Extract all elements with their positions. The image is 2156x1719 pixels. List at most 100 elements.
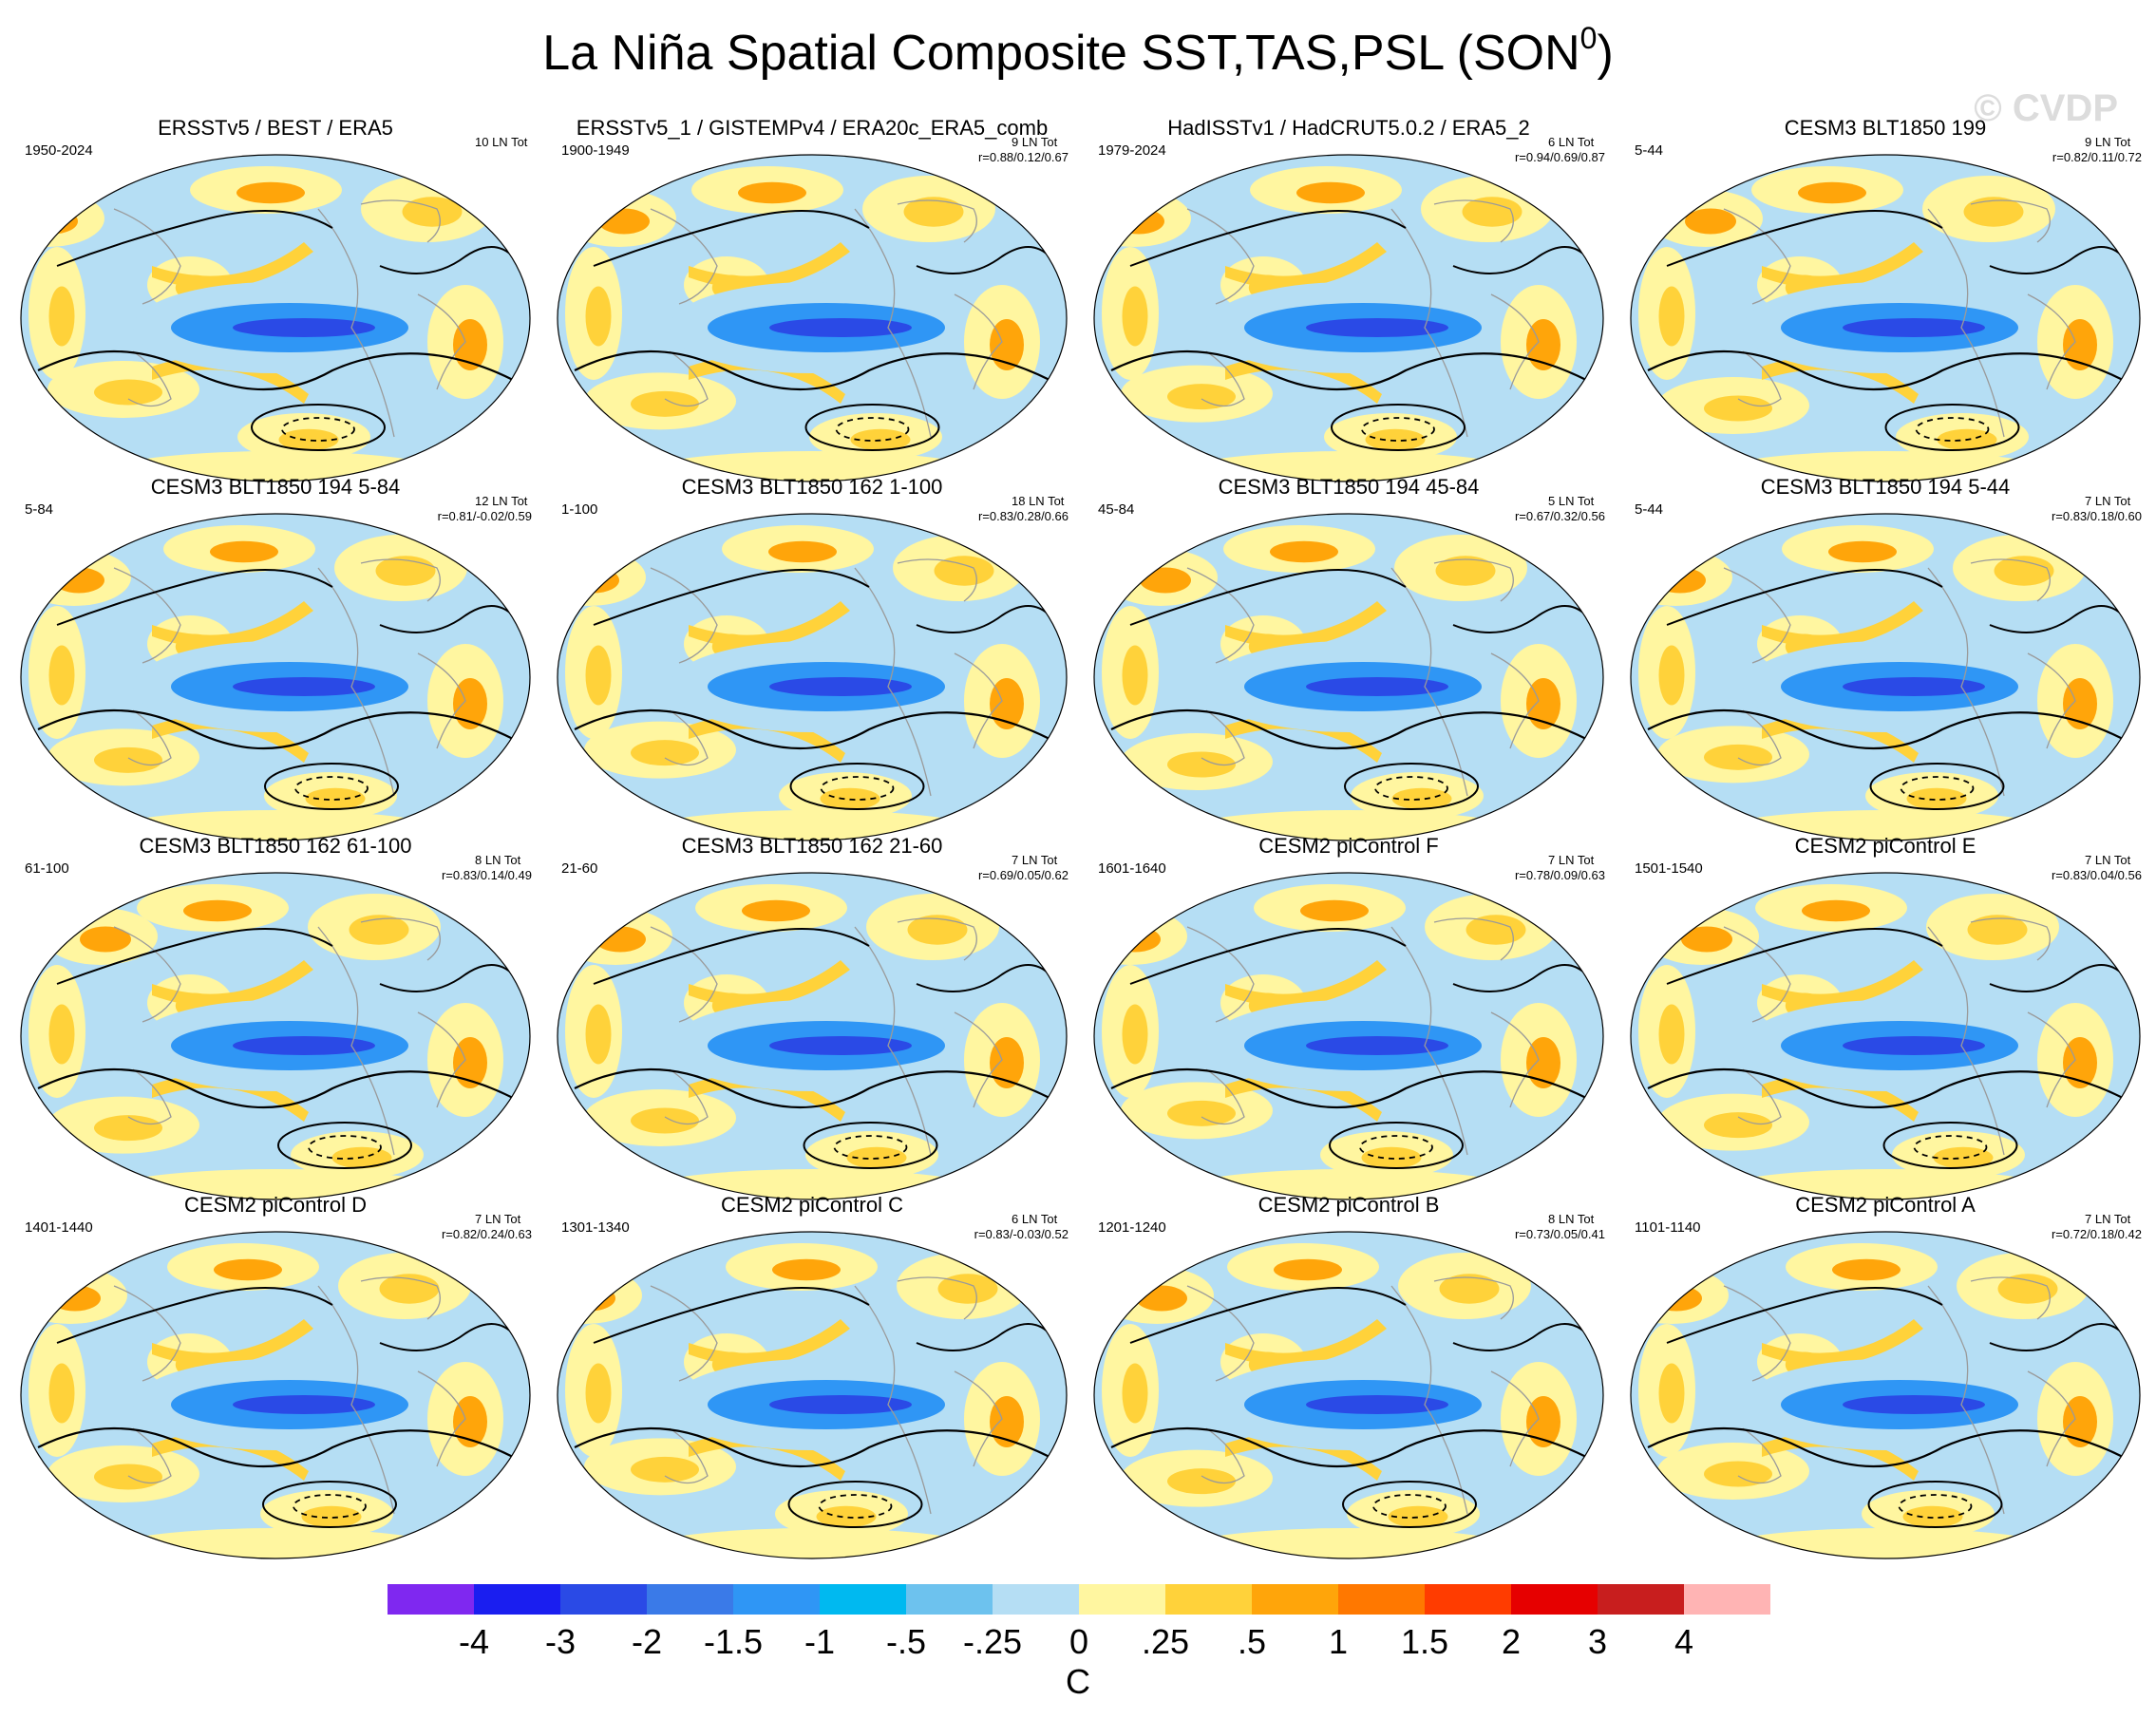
colorbar-swatch (1684, 1584, 1770, 1615)
panel-years: 1501-1540 (1635, 860, 1703, 877)
world-map (1630, 154, 2141, 482)
panel-years: 1-100 (561, 501, 598, 518)
panel-years: 1201-1240 (1098, 1219, 1166, 1236)
panel-event-count: 7 LN Tot (1548, 853, 1595, 867)
map-panel: CESM2 piControl E 1501-1540 7 LN Tot r=0.83… (1619, 834, 2151, 1209)
panel-event-count: 10 LN Tot (475, 135, 528, 149)
map-panel: CESM3 BLT1850 162 1-100 1-100 18 LN Tot r=0… (546, 475, 1078, 850)
panel-pattern-correlation: r=0.88/0.12/0.67 (977, 150, 1069, 164)
map-panel: CESM3 BLT1850 194 45-84 45-84 5 LN Tot r=0.… (1083, 475, 1615, 850)
panel-pattern-correlation: r=0.83/0.18/0.60 (2051, 509, 2142, 523)
colorbar-unit: C (1066, 1662, 1090, 1701)
colorbar-tick-label: -1 (804, 1622, 835, 1661)
world-map (1630, 1231, 2141, 1559)
panel-title: ERSSTv5 / BEST / ERA5 (158, 116, 393, 140)
panel-pattern-correlation: r=0.83/-0.03/0.52 (974, 1227, 1069, 1241)
colorbar-tick-label: 1 (1328, 1622, 1349, 1661)
panel-years: 1900-1949 (561, 142, 630, 159)
colorbar-swatch (1165, 1584, 1253, 1615)
panel-title: CESM3 BLT1850 162 61-100 (139, 834, 412, 858)
panel-years: 1601-1640 (1098, 860, 1166, 877)
map-panel: CESM2 piControl A 1101-1140 7 LN Tot r=0.72… (1619, 1193, 2151, 1568)
panel-years: 1401-1440 (25, 1219, 93, 1236)
world-map (557, 872, 1068, 1200)
colorbar-tick-label: .5 (1237, 1622, 1267, 1661)
panel-years: 21-60 (561, 860, 598, 877)
colorbar-tick-label: -3 (544, 1622, 576, 1661)
map-panel: CESM2 piControl B 1201-1240 8 LN Tot r=0.73… (1083, 1193, 1615, 1568)
panel-event-count: 7 LN Tot (1012, 853, 1058, 867)
panel-title: CESM3 BLT1850 194 5-44 (1760, 475, 2011, 499)
panel-title: CESM2 piControl E (1794, 834, 1976, 858)
panel-years: 45-84 (1098, 501, 1135, 518)
panel-event-count: 6 LN Tot (1012, 1212, 1058, 1226)
panel-event-count: 6 LN Tot (1548, 135, 1595, 149)
map-panel: CESM3 BLT1850 199 5-44 9 LN Tot r=0.82/0.11… (1619, 116, 2151, 491)
panel-event-count: 12 LN Tot (475, 494, 528, 508)
panel-years: 61-100 (25, 860, 69, 877)
world-map (20, 154, 531, 482)
panel-event-count: 8 LN Tot (475, 853, 521, 867)
map-panel: CESM3 BLT1850 194 5-84 5-84 12 LN Tot r=0.8… (9, 475, 541, 850)
colorbar-swatch (1252, 1584, 1339, 1615)
panel-title: CESM2 piControl B (1258, 1193, 1440, 1217)
world-map (557, 513, 1068, 841)
world-map (557, 1231, 1068, 1559)
panel-pattern-correlation: r=0.82/0.11/0.72 (2052, 150, 2142, 164)
colorbar-swatch (388, 1584, 475, 1615)
panel-title: CESM3 BLT1850 199 (1784, 116, 1987, 140)
panel-title: CESM2 piControl D (184, 1193, 367, 1217)
world-map (20, 513, 531, 841)
map-panel: CESM2 piControl F 1601-1640 7 LN Tot r=0.78… (1083, 834, 1615, 1209)
world-map (1630, 513, 2141, 841)
colorbar-swatch (820, 1584, 907, 1615)
panel-title: CESM2 piControl F (1258, 834, 1439, 858)
colorbar-tick-label: -.5 (885, 1622, 926, 1661)
world-map (1630, 872, 2141, 1200)
colorbar-tick-label: 3 (1587, 1622, 1608, 1661)
map-panel: CESM3 BLT1850 194 5-44 5-44 7 LN Tot r=0.83… (1619, 475, 2151, 850)
colorbar-tick-label: 0 (1069, 1622, 1089, 1661)
panel-pattern-correlation: r=0.83/0.04/0.56 (2051, 868, 2142, 882)
panel-event-count: 8 LN Tot (1548, 1212, 1595, 1226)
title-superscript: 0 (1579, 21, 1598, 55)
colorbar-swatch (1598, 1584, 1685, 1615)
panel-title: HadISSTv1 / HadCRUT5.0.2 / ERA5_2 (1167, 116, 1530, 140)
map-panel: ERSSTv5 / BEST / ERA5 1950-2024 10 LN Tot (9, 116, 541, 491)
world-map (20, 872, 531, 1200)
colorbar-tick-label: -.25 (962, 1622, 1023, 1661)
colorbar-swatch (1511, 1584, 1598, 1615)
panel-title: CESM2 piControl A (1795, 1193, 1976, 1217)
panel-title: CESM3 BLT1850 194 45-84 (1218, 475, 1480, 499)
figure-title: La Niña Spatial Composite SST,TAS,PSL (S… (542, 21, 1614, 81)
map-panel: CESM2 piControl C 1301-1340 6 LN Tot r=0.83… (546, 1193, 1078, 1568)
world-map (557, 154, 1068, 482)
panel-event-count: 7 LN Tot (2085, 853, 2131, 867)
colorbar-tick-label: 4 (1674, 1622, 1694, 1661)
world-map (1093, 1231, 1604, 1559)
panel-pattern-correlation: r=0.82/0.24/0.63 (441, 1227, 532, 1241)
panel-event-count: 7 LN Tot (2085, 1212, 2131, 1226)
panel-years: 5-84 (25, 501, 54, 518)
map-panel: CESM2 piControl D 1401-1440 7 LN Tot r=0.82… (9, 1193, 541, 1568)
panel-pattern-correlation: r=0.67/0.32/0.56 (1514, 509, 1605, 523)
panel-pattern-correlation: r=0.78/0.09/0.63 (1514, 868, 1605, 882)
panel-title: ERSSTv5_1 / GISTEMPv4 / ERA20c_ERA5_comb (576, 116, 1049, 140)
panel-pattern-correlation: r=0.73/0.05/0.41 (1514, 1227, 1605, 1241)
map-panel: ERSSTv5_1 / GISTEMPv4 / ERA20c_ERA5_comb… (546, 116, 1078, 491)
map-panel: CESM3 BLT1850 162 21-60 21-60 7 LN Tot r=0.… (546, 834, 1078, 1209)
panel-years: 1950-2024 (25, 142, 93, 159)
colorbar-tick-label: 2 (1501, 1622, 1522, 1661)
colorbar (388, 1584, 1770, 1615)
panel-years: 1301-1340 (561, 1219, 630, 1236)
panel-event-count: 9 LN Tot (2085, 135, 2131, 149)
colorbar-swatch (993, 1584, 1080, 1615)
panel-title: CESM3 BLT1850 162 21-60 (681, 834, 943, 858)
world-map (20, 1231, 531, 1559)
panel-pattern-correlation: r=0.72/0.18/0.42 (2051, 1227, 2142, 1241)
panel-pattern-correlation: r=0.83/0.28/0.66 (977, 509, 1069, 523)
colorbar-tick-label: -4 (458, 1622, 489, 1661)
panel-event-count: 7 LN Tot (475, 1212, 521, 1226)
panel-pattern-correlation: r=0.69/0.05/0.62 (977, 868, 1069, 882)
colorbar-swatch (560, 1584, 648, 1615)
